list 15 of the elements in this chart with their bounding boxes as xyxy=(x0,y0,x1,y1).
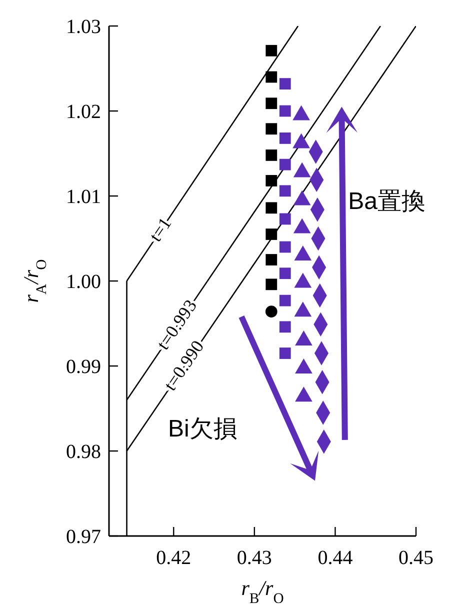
y-tick-label: 1.01 xyxy=(66,186,101,208)
y-tick-label: 1.00 xyxy=(66,271,101,293)
y-tick-label: 0.97 xyxy=(66,526,101,548)
y-tick-label: 0.98 xyxy=(66,441,101,463)
x-tick-label: 0.44 xyxy=(318,547,353,569)
annotation: Ba置換 xyxy=(348,188,426,215)
x-axis-title: r$_{B}$/r$_{O}$ xyxy=(241,576,284,605)
x-tick-label: 0.42 xyxy=(156,547,192,569)
y-tick-label: 1.02 xyxy=(66,101,101,123)
y-tick-label: 0.99 xyxy=(66,356,101,378)
x-tick-label: 0.45 xyxy=(398,547,434,569)
y-tick-label: 1.03 xyxy=(66,16,101,38)
x-tick-label: 0.43 xyxy=(236,547,272,569)
text: t=1 xyxy=(145,214,176,246)
annotation: Bi欠損 xyxy=(168,416,238,443)
